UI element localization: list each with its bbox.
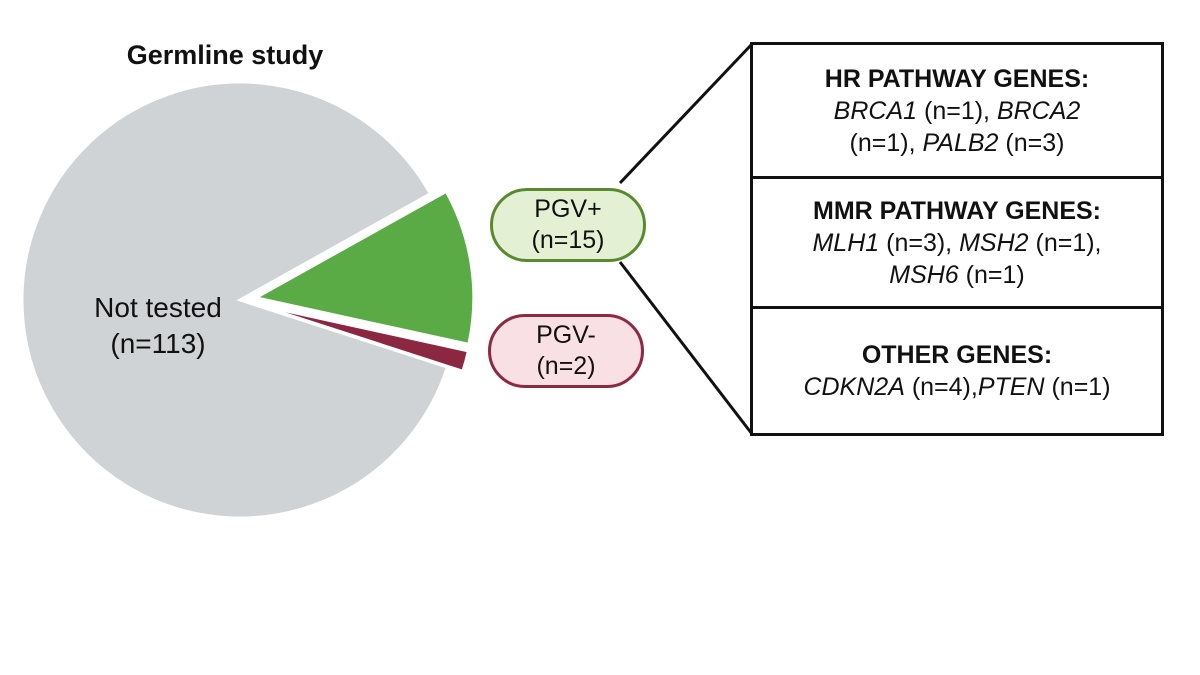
gene-name: BRCA2 <box>996 96 1081 125</box>
gene-name: CDKN2A <box>803 373 905 401</box>
pgv-negative-pill: PGV- (n=2) <box>488 314 644 388</box>
not-tested-count: (n=113) <box>110 328 206 359</box>
other-genes-section: OTHER GENES: CDKN2A (n=4),PTEN (n=1) <box>753 306 1161 433</box>
gene-count: (n=4), <box>904 373 978 401</box>
pie-slice-not-tested <box>20 80 450 520</box>
gene-line: BRCA1 (n=1), BRCA2 <box>834 95 1081 127</box>
chart-title: Germline study <box>126 40 324 70</box>
gene-count: (n=3) <box>998 128 1065 157</box>
hr-pathway-genes: BRCA1 (n=1), BRCA2 (n=1), PALB2 (n=3) <box>834 95 1081 159</box>
gene-line: CDKN2A (n=4),PTEN (n=1) <box>803 371 1110 403</box>
gene-name: MLH1 <box>812 228 880 257</box>
other-genes-heading: OTHER GENES: <box>861 341 1053 369</box>
gene-breakdown-box: HR PATHWAY GENES: BRCA1 (n=1), BRCA2 (n=1… <box>750 42 1164 436</box>
gene-count: (n=3), <box>879 228 960 257</box>
hr-pathway-section: HR PATHWAY GENES: BRCA1 (n=1), BRCA2 (n=1… <box>753 45 1161 176</box>
gene-line: MSH6 (n=1) <box>812 259 1101 291</box>
mmr-pathway-section: MMR PATHWAY GENES: MLH1 (n=3), MSH2 (n=1… <box>753 176 1161 306</box>
connector-line-top <box>618 42 754 185</box>
mmr-pathway-heading: MMR PATHWAY GENES: <box>813 196 1101 225</box>
gene-name: BRCA1 <box>833 96 918 125</box>
gene-line: MLH1 (n=3), MSH2 (n=1), <box>812 227 1101 259</box>
gene-line: (n=1), PALB2 (n=3) <box>834 127 1081 159</box>
gene-name: MSH2 <box>959 228 1029 257</box>
other-genes-list: CDKN2A (n=4),PTEN (n=1) <box>803 371 1110 403</box>
gene-count: (n=1) <box>1044 373 1111 401</box>
pgv-positive-label: PGV+ <box>534 195 602 223</box>
pie-slice-pgv-positive <box>251 189 476 347</box>
pgv-negative-count: (n=2) <box>536 352 596 380</box>
slice-label-not-tested: Not tested (n=113) <box>58 290 258 362</box>
gene-count: (n=1) <box>958 260 1025 289</box>
gene-count: (n=1), <box>917 96 997 125</box>
gene-count: (n=1), <box>1028 228 1102 257</box>
not-tested-name: Not tested <box>94 292 222 323</box>
hr-pathway-heading: HR PATHWAY GENES: <box>824 64 1090 93</box>
gene-count: (n=1), <box>849 128 923 157</box>
connector-line-bottom <box>618 261 754 435</box>
pgv-positive-count: (n=15) <box>531 226 605 254</box>
gene-name: PTEN <box>977 373 1045 401</box>
gene-name: PALB2 <box>922 128 999 157</box>
pgv-negative-label: PGV- <box>536 321 596 349</box>
mmr-pathway-genes: MLH1 (n=3), MSH2 (n=1), MSH6 (n=1) <box>812 227 1101 291</box>
gene-name: MSH6 <box>889 260 959 289</box>
pgv-positive-pill: PGV+ (n=15) <box>490 188 646 262</box>
